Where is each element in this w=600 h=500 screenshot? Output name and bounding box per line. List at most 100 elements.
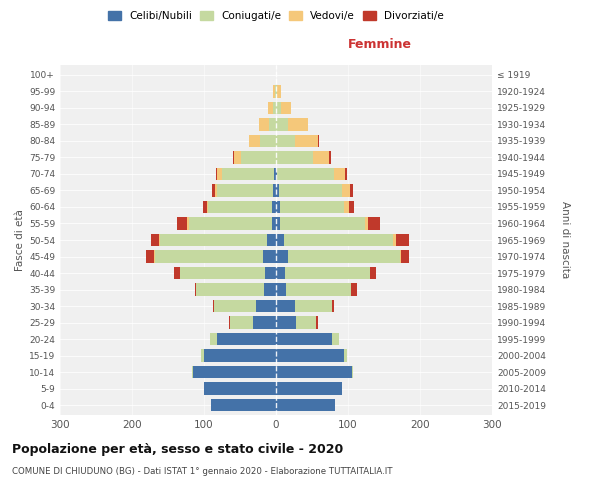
Bar bbox=[395, 234, 409, 246]
Bar bbox=[194, 284, 196, 296]
Bar bbox=[276, 350, 344, 362]
Bar bbox=[284, 267, 370, 279]
Bar bbox=[154, 250, 155, 262]
Bar bbox=[233, 152, 234, 164]
Bar bbox=[344, 201, 349, 213]
Bar bbox=[276, 218, 280, 230]
Bar bbox=[193, 366, 276, 378]
Bar bbox=[316, 316, 318, 328]
Bar bbox=[265, 267, 276, 279]
Bar bbox=[277, 168, 334, 180]
Bar bbox=[281, 102, 291, 114]
Bar bbox=[351, 284, 358, 296]
Bar bbox=[263, 250, 276, 262]
Bar bbox=[288, 118, 308, 130]
Bar bbox=[208, 201, 272, 213]
Bar bbox=[288, 250, 400, 262]
Bar bbox=[276, 267, 284, 279]
Text: COMUNE DI CHIUDUNO (BG) - Dati ISTAT 1° gennaio 2020 - Elaborazione TUTTAITALIA.: COMUNE DI CHIUDUNO (BG) - Dati ISTAT 1° … bbox=[12, 468, 392, 476]
Bar bbox=[146, 250, 154, 262]
Bar bbox=[266, 234, 276, 246]
Bar bbox=[334, 168, 345, 180]
Bar bbox=[241, 152, 276, 164]
Bar bbox=[210, 333, 217, 345]
Bar bbox=[215, 168, 217, 180]
Bar bbox=[204, 350, 276, 362]
Bar bbox=[217, 184, 273, 196]
Bar bbox=[248, 135, 260, 147]
Bar bbox=[222, 168, 274, 180]
Bar bbox=[212, 184, 215, 196]
Bar bbox=[349, 201, 354, 213]
Bar bbox=[189, 218, 272, 230]
Bar bbox=[276, 118, 288, 130]
Bar bbox=[280, 218, 365, 230]
Bar bbox=[155, 250, 263, 262]
Bar bbox=[344, 350, 347, 362]
Bar bbox=[273, 85, 275, 98]
Bar bbox=[230, 316, 253, 328]
Bar bbox=[201, 350, 204, 362]
Bar bbox=[265, 284, 276, 296]
Bar bbox=[229, 316, 230, 328]
Bar bbox=[276, 135, 295, 147]
Bar bbox=[280, 201, 344, 213]
Bar bbox=[151, 234, 158, 246]
Bar bbox=[180, 267, 265, 279]
Bar bbox=[276, 168, 277, 180]
Bar bbox=[253, 316, 276, 328]
Bar bbox=[192, 366, 193, 378]
Bar bbox=[295, 300, 332, 312]
Bar bbox=[352, 366, 353, 378]
Bar bbox=[207, 201, 208, 213]
Bar bbox=[276, 102, 281, 114]
Bar bbox=[276, 234, 284, 246]
Bar bbox=[269, 118, 276, 130]
Legend: Celibi/Nubili, Coniugati/e, Vedovi/e, Divorziati/e: Celibi/Nubili, Coniugati/e, Vedovi/e, Di… bbox=[105, 8, 447, 24]
Bar bbox=[178, 218, 187, 230]
Bar bbox=[329, 152, 331, 164]
Bar bbox=[286, 284, 351, 296]
Text: Popolazione per età, sesso e stato civile - 2020: Popolazione per età, sesso e stato civil… bbox=[12, 442, 343, 456]
Bar bbox=[276, 366, 352, 378]
Bar bbox=[368, 218, 380, 230]
Bar bbox=[268, 102, 273, 114]
Bar bbox=[158, 234, 160, 246]
Bar bbox=[313, 152, 329, 164]
Bar bbox=[273, 102, 276, 114]
Bar bbox=[284, 234, 394, 246]
Bar bbox=[276, 85, 277, 98]
Bar bbox=[276, 201, 280, 213]
Bar bbox=[276, 184, 279, 196]
Bar bbox=[217, 333, 276, 345]
Bar bbox=[187, 218, 189, 230]
Bar bbox=[276, 152, 313, 164]
Bar bbox=[272, 201, 276, 213]
Y-axis label: Fasce di età: Fasce di età bbox=[15, 209, 25, 271]
Bar bbox=[217, 168, 222, 180]
Bar bbox=[345, 168, 347, 180]
Bar bbox=[260, 135, 276, 147]
Bar bbox=[275, 85, 276, 98]
Bar bbox=[214, 300, 256, 312]
Bar bbox=[259, 118, 269, 130]
Bar bbox=[276, 382, 342, 395]
Bar bbox=[350, 184, 353, 196]
Bar bbox=[215, 184, 217, 196]
Bar bbox=[274, 168, 276, 180]
Bar bbox=[273, 184, 276, 196]
Bar bbox=[277, 85, 281, 98]
Bar bbox=[203, 201, 207, 213]
Bar bbox=[332, 300, 334, 312]
Bar bbox=[160, 234, 266, 246]
Bar bbox=[276, 316, 296, 328]
Bar bbox=[276, 333, 332, 345]
Text: Femmine: Femmine bbox=[347, 38, 412, 51]
Bar bbox=[276, 250, 288, 262]
Bar bbox=[365, 218, 368, 230]
Bar bbox=[342, 184, 350, 196]
Bar bbox=[332, 333, 340, 345]
Bar bbox=[234, 152, 241, 164]
Bar bbox=[276, 399, 335, 411]
Bar bbox=[370, 267, 376, 279]
